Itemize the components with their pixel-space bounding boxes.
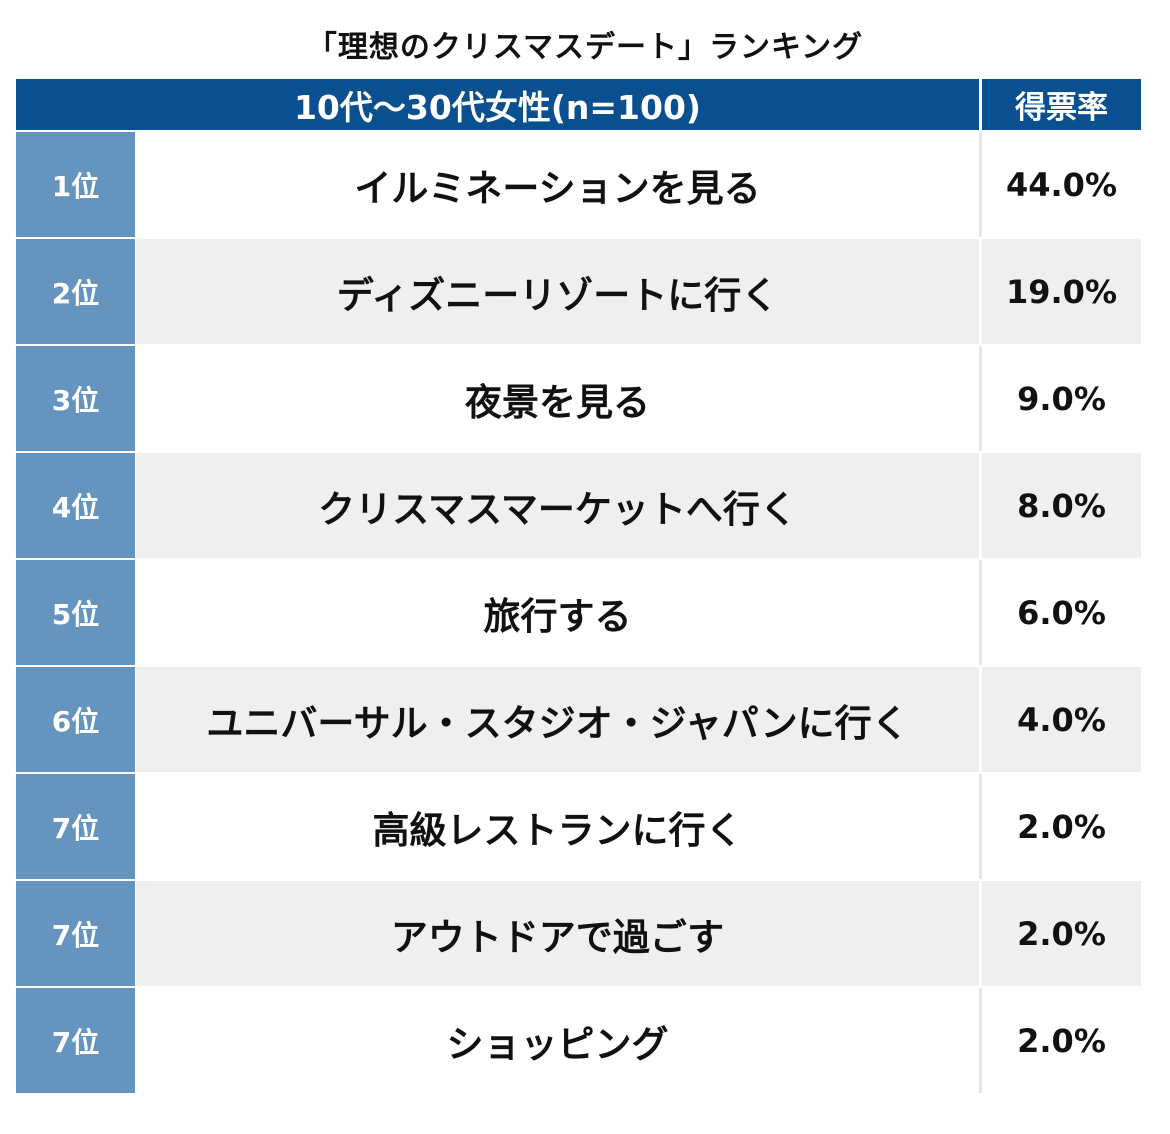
vote-rate-cell: 2.0% <box>982 988 1141 1093</box>
vote-rate-cell: 19.0% <box>982 239 1141 344</box>
rank-cell: 3位 <box>16 346 136 451</box>
table-row: 7位 高級レストランに行く 2.0% <box>16 774 1141 881</box>
vote-rate-cell: 44.0% <box>982 132 1141 237</box>
table-body: 1位 イルミネーションを見る 44.0% 2位 ディズニーリゾートに行く 19.0% 3位夜… <box>16 132 1141 1095</box>
table-row: 2位 ディズニーリゾートに行く 19.0% <box>16 239 1141 346</box>
table-row: 4位 クリスマスマーケットへ行く 8.0% <box>16 453 1141 560</box>
table-row: 3位 夜景を見る 9.0% <box>16 346 1141 453</box>
vote-rate-cell: 2.0% <box>982 774 1141 879</box>
table-row: 7位 アウトドアで過ごす 2.0% <box>16 881 1141 988</box>
vote-rate-cell: 2.0% <box>982 881 1141 986</box>
item-label-cell: 高級レストランに行く <box>136 774 982 879</box>
rank-cell: 5位 <box>16 560 136 665</box>
rank-cell: 1位 <box>16 132 136 237</box>
item-label-cell: ショッピング <box>136 988 982 1093</box>
rank-cell: 7位 <box>16 774 136 879</box>
vote-rate-cell: 6.0% <box>982 560 1141 665</box>
rank-cell: 6位 <box>16 667 136 772</box>
rank-cell: 7位 <box>16 988 136 1093</box>
header-group-label: 10代〜30代女性(n=100) <box>16 79 982 130</box>
vote-rate-cell: 8.0% <box>982 453 1141 558</box>
vote-rate-cell: 4.0% <box>982 667 1141 772</box>
table-row: 6位 ユニバーサル・スタジオ・ジャパンに行く 4.0% <box>16 667 1141 774</box>
rank-cell: 2位 <box>16 239 136 344</box>
vote-rate-cell: 9.0% <box>982 346 1141 451</box>
chart-title: 「理想のクリスマスデート」ランキング <box>306 30 864 65</box>
table-header: 10代〜30代女性(n=100) 得票率 <box>16 79 1141 132</box>
rank-cell: 7位 <box>16 881 136 986</box>
item-label-cell: ディズニーリゾートに行く <box>136 239 982 344</box>
item-label-cell: ユニバーサル・スタジオ・ジャパンに行く <box>136 667 982 772</box>
ranking-table: 10代〜30代女性(n=100) 得票率 1位 イルミネーションを見る 44.0% 2… <box>16 79 1141 1095</box>
table-row: 5位 旅行する 6.0% <box>16 560 1141 667</box>
item-label-cell: クリスマスマーケットへ行く <box>136 453 982 558</box>
item-label-cell: 旅行する <box>136 560 982 665</box>
header-value-label: 得票率 <box>1015 90 1108 126</box>
table-row: 1位 イルミネーションを見る 44.0% <box>16 132 1141 239</box>
rank-cell: 4位 <box>16 453 136 558</box>
table-row: 7位 ショッピング 2.0% <box>16 988 1141 1095</box>
item-label-cell: アウトドアで過ごす <box>136 881 982 986</box>
item-label-cell: イルミネーションを見る <box>136 132 982 237</box>
item-label-cell: 夜景を見る <box>136 346 982 451</box>
